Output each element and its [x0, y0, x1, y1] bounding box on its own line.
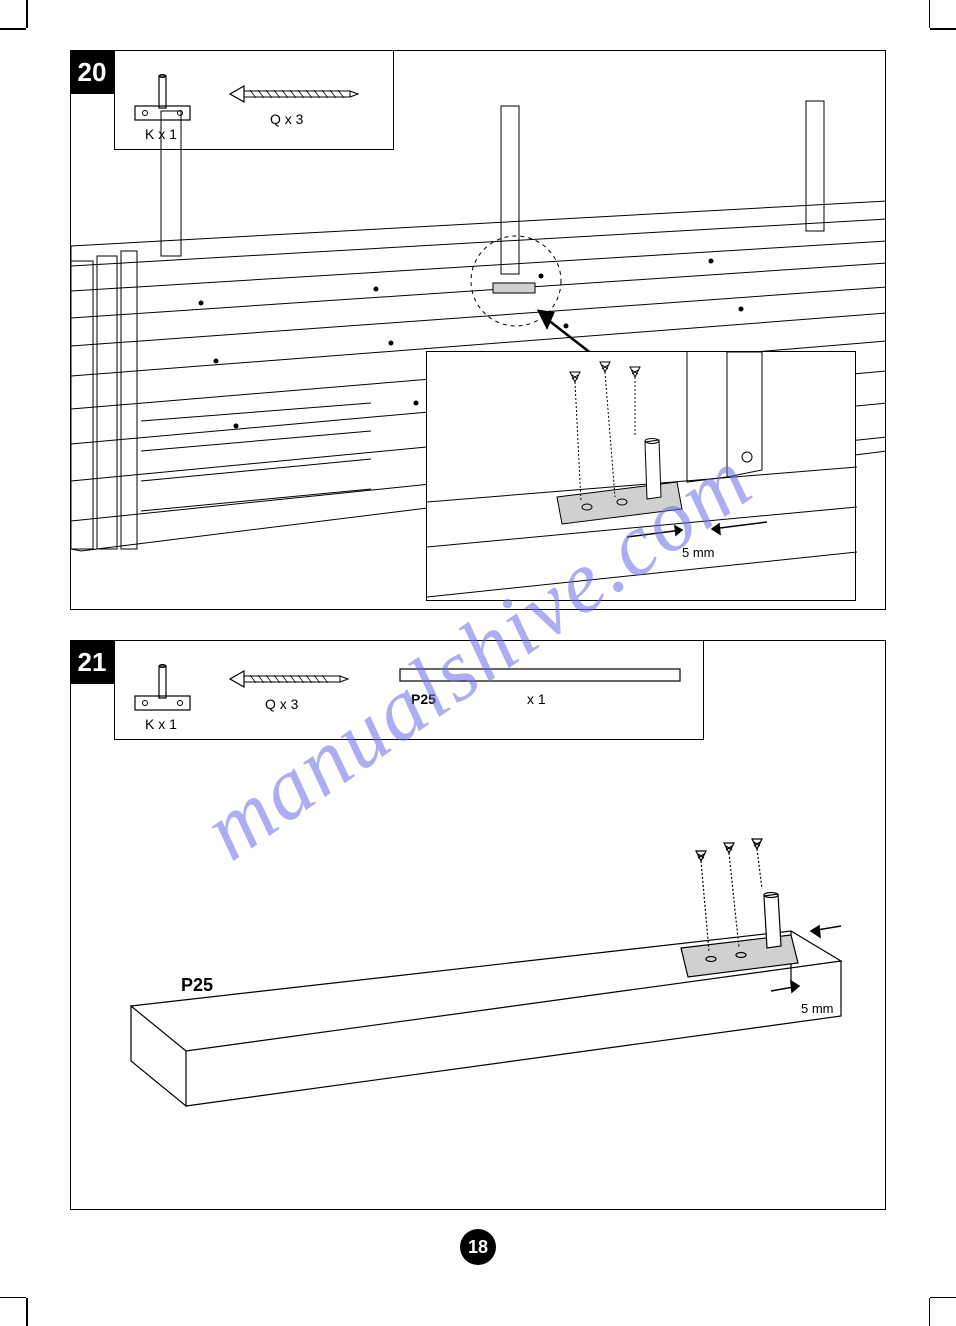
crop-mark: [26, 0, 28, 28]
crop-mark: [0, 1297, 26, 1299]
step-panel-20: 20: [70, 50, 886, 610]
page-number-badge: 18: [460, 1229, 496, 1265]
crop-mark: [0, 28, 26, 30]
gap-label: 5 mm: [801, 1001, 834, 1016]
detail-inset: 5 mm: [426, 351, 856, 601]
crop-mark: [929, 1298, 931, 1326]
gap-label: 5 mm: [682, 545, 715, 560]
beam-part-label: P25: [181, 975, 213, 995]
crop-mark: [930, 1297, 956, 1299]
page-content: 20: [70, 50, 886, 1260]
crop-mark: [929, 0, 931, 28]
crop-mark: [26, 1298, 28, 1326]
page-number: 18: [468, 1237, 488, 1258]
detail-illustration: 5 mm: [427, 352, 857, 602]
crop-mark: [930, 28, 956, 30]
beam-illustration: 5 mm P25: [71, 641, 887, 1211]
step-panel-21: 21: [70, 640, 886, 1210]
